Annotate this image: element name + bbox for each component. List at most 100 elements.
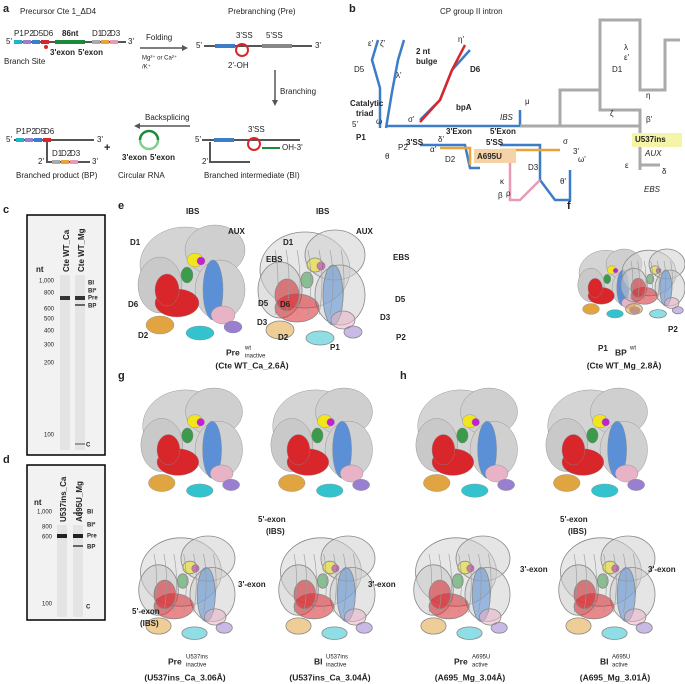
helix	[650, 260, 653, 301]
structures	[137, 224, 685, 640]
domain-label: IBS	[186, 207, 200, 216]
helix	[353, 553, 357, 613]
annotation: triad	[356, 109, 373, 118]
lane-label: Cte WT_Ca	[62, 229, 71, 272]
segment	[41, 40, 49, 44]
annotation: (IBS)	[266, 527, 285, 536]
loop	[247, 137, 261, 151]
domain: D6	[43, 29, 54, 38]
domain: D5	[354, 65, 365, 74]
greek: λ'	[396, 71, 402, 80]
exon-label: 3'exon	[122, 153, 147, 162]
helix	[428, 553, 432, 613]
segment	[215, 44, 235, 48]
band-label: C	[86, 443, 91, 449]
branch	[209, 142, 250, 163]
end-label: 5'	[6, 135, 12, 144]
segment	[25, 138, 33, 142]
helix	[333, 553, 337, 613]
domain: D6	[470, 65, 481, 74]
structure-blob	[153, 579, 177, 610]
structure-blob	[603, 274, 612, 285]
panel-label: d	[3, 454, 10, 466]
structure-blob	[664, 297, 680, 309]
caption-sub: active	[612, 663, 628, 669]
circle-arrow	[138, 139, 160, 151]
arrowhead	[134, 123, 140, 129]
structure-blob	[321, 626, 348, 640]
helix	[213, 553, 217, 613]
helix	[623, 553, 627, 613]
structure-blob	[625, 303, 643, 315]
secondary-structure	[419, 44, 467, 123]
band	[73, 545, 83, 547]
segment	[101, 40, 109, 44]
marker-label: 100	[44, 433, 55, 439]
exon-label: 5'Exon	[490, 127, 516, 136]
helix	[274, 249, 279, 316]
marker-label: 100	[42, 602, 53, 608]
helix	[329, 249, 334, 316]
annotation: 3'-exon	[368, 580, 396, 589]
caption: BI	[314, 656, 323, 666]
caption-sup: A695U	[612, 655, 630, 661]
lane-label: A695U_Mg	[75, 481, 84, 522]
end-label: 5'	[195, 135, 201, 144]
marker-label: 300	[44, 343, 55, 349]
domain-label: P1	[330, 343, 340, 352]
domain: D1	[92, 29, 103, 38]
annotation: (IBS)	[568, 527, 587, 536]
structure-blob	[340, 464, 364, 483]
segment	[34, 138, 42, 142]
annotation: 5'-exon	[258, 515, 286, 524]
caption: Branched intermediate (BI)	[204, 171, 300, 180]
helix	[163, 553, 167, 613]
domain: D2	[101, 29, 112, 38]
structure-blob	[565, 617, 592, 635]
highlight	[474, 149, 516, 163]
annotation: bulge	[416, 57, 438, 66]
structure-blob	[274, 278, 300, 312]
annotation: (IBS)	[140, 619, 159, 628]
splice-site: 3'SS	[248, 125, 265, 134]
band	[60, 296, 70, 300]
annotation: 5'-exon	[132, 607, 160, 616]
greek: δ	[662, 167, 667, 176]
structure-blob	[582, 303, 600, 315]
domain-label: D3	[380, 313, 391, 322]
structure-blob	[293, 579, 317, 610]
hydroxyl: OH-3'	[282, 143, 303, 152]
end-label: 5'	[6, 37, 12, 46]
structure-blob	[210, 464, 234, 483]
structure-blob	[316, 573, 329, 589]
helix	[307, 249, 312, 316]
structure-blob	[278, 474, 306, 492]
band-label: BP	[88, 304, 96, 310]
helix	[633, 553, 637, 613]
secondary-structure	[370, 39, 572, 202]
caption-sub: inactive	[186, 663, 207, 669]
caption-sup: U537ins	[326, 655, 348, 661]
splice-site: 5'SS	[486, 138, 504, 147]
structure-blob	[646, 273, 655, 285]
structure-blob	[671, 306, 684, 315]
structure-blob	[456, 427, 469, 444]
greek: ρ	[506, 189, 511, 198]
condition: Mg²⁺ or Ca²⁺	[142, 55, 177, 62]
domain-label: D1	[130, 238, 141, 247]
heading: Prebranching (Pre)	[228, 7, 296, 16]
helix	[643, 260, 647, 301]
structure-blob	[612, 268, 619, 274]
structure-blob	[497, 478, 515, 491]
domain: P2	[398, 143, 408, 152]
band-label: BI	[87, 510, 93, 516]
lane-label: Cte WT_Mg	[77, 228, 86, 272]
panel-label: a	[3, 3, 10, 15]
splice-site: 3'SS	[236, 31, 253, 40]
structure-blob	[614, 464, 639, 483]
end-label: 3'	[97, 135, 103, 144]
structure-blob	[311, 427, 324, 444]
end-label: 2'	[38, 157, 44, 166]
domain: D5	[35, 127, 46, 136]
